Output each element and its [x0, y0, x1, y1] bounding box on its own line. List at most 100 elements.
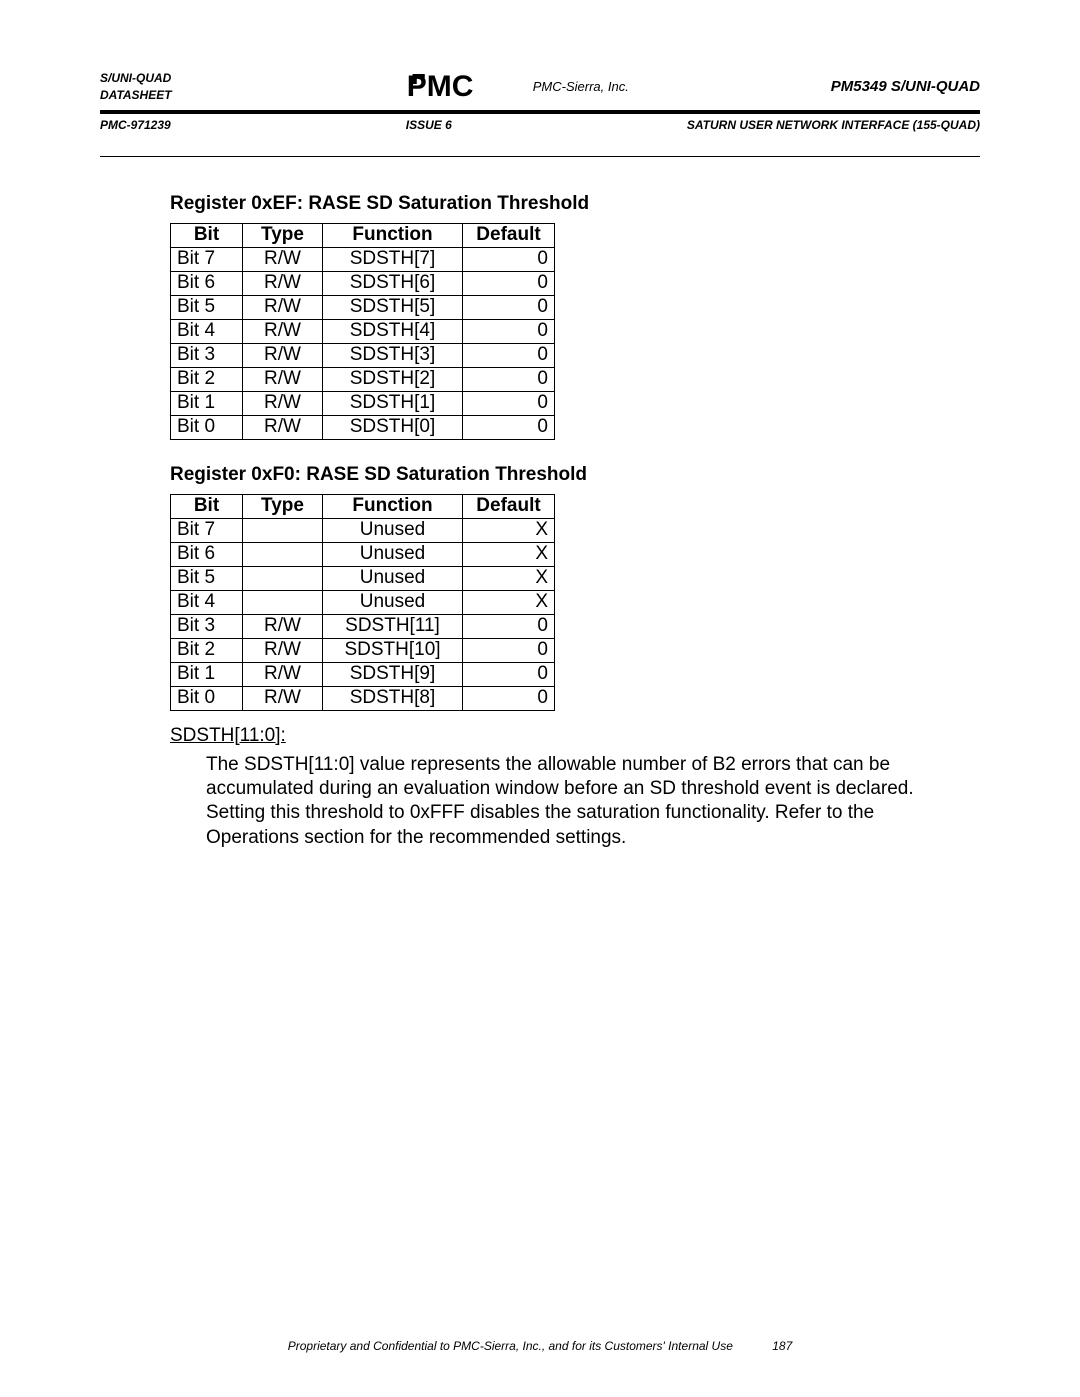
table-cell: 0	[463, 367, 555, 391]
register-table-1: Bit Type Function Default Bit 7UnusedXBi…	[170, 494, 555, 711]
table-cell: 0	[463, 271, 555, 295]
table-cell: Bit 6	[171, 542, 243, 566]
table-cell: 0	[463, 319, 555, 343]
table-cell: R/W	[243, 271, 323, 295]
col-header-default: Default	[463, 223, 555, 247]
table-cell: 0	[463, 662, 555, 686]
table-cell	[243, 566, 323, 590]
table-body-0: Bit 7R/WSDSTH[7]0Bit 6R/WSDSTH[6]0Bit 5R…	[171, 247, 555, 439]
page-number: 187	[772, 1339, 792, 1353]
table-header-row: Bit Type Function Default	[171, 223, 555, 247]
table-cell: R/W	[243, 367, 323, 391]
table-cell: Bit 2	[171, 367, 243, 391]
table-row: Bit 1R/WSDSTH[9]0	[171, 662, 555, 686]
table-cell: X	[463, 566, 555, 590]
table-cell: R/W	[243, 247, 323, 271]
table-cell: Bit 5	[171, 566, 243, 590]
table-cell: SDSTH[2]	[323, 367, 463, 391]
page-footer: Proprietary and Confidential to PMC-Sier…	[100, 1339, 980, 1353]
table-cell: 0	[463, 415, 555, 439]
table-body-1: Bit 7UnusedXBit 6UnusedXBit 5UnusedXBit …	[171, 518, 555, 710]
table-cell: Unused	[323, 518, 463, 542]
table-row: Bit 5 UnusedX	[171, 566, 555, 590]
table-cell: Bit 1	[171, 662, 243, 686]
table-row: Bit 3R/WSDSTH[11]0	[171, 614, 555, 638]
table-cell: X	[463, 518, 555, 542]
table-cell: SDSTH[6]	[323, 271, 463, 295]
table-cell: Bit 4	[171, 590, 243, 614]
table-cell: R/W	[243, 686, 323, 710]
table-cell	[243, 590, 323, 614]
table-cell: SDSTH[1]	[323, 391, 463, 415]
table-cell: 0	[463, 686, 555, 710]
col-header-function: Function	[323, 223, 463, 247]
table-cell: R/W	[243, 343, 323, 367]
table-row: Bit 1R/WSDSTH[1]0	[171, 391, 555, 415]
table-cell: R/W	[243, 614, 323, 638]
header-left-line1: S/UNI-QUAD	[100, 70, 172, 87]
table-cell: Bit 5	[171, 295, 243, 319]
table-header-row: Bit Type Function Default	[171, 494, 555, 518]
sub-right: SATURN USER NETWORK INTERFACE (155-QUAD)	[687, 118, 980, 132]
table-cell: X	[463, 542, 555, 566]
table-row: Bit 0R/WSDSTH[8]0	[171, 686, 555, 710]
thin-rule	[100, 156, 980, 157]
table-cell: R/W	[243, 415, 323, 439]
table-row: Bit 3R/WSDSTH[3]0	[171, 343, 555, 367]
col-header-function: Function	[323, 494, 463, 518]
table-cell: 0	[463, 343, 555, 367]
table-cell: Unused	[323, 590, 463, 614]
table-cell: R/W	[243, 662, 323, 686]
content-area: Register 0xEF: RASE SD Saturation Thresh…	[170, 193, 980, 850]
table-cell: Bit 0	[171, 686, 243, 710]
table-cell: R/W	[243, 295, 323, 319]
table-cell: 0	[463, 391, 555, 415]
table-cell: SDSTH[9]	[323, 662, 463, 686]
table-cell: R/W	[243, 391, 323, 415]
company-logo: PMC PMC-Sierra, Inc.	[407, 70, 629, 102]
table-cell: Bit 1	[171, 391, 243, 415]
table-row: Bit 4UnusedX	[171, 590, 555, 614]
col-header-type: Type	[243, 223, 323, 247]
table-cell: R/W	[243, 638, 323, 662]
table-cell: SDSTH[10]	[323, 638, 463, 662]
description-body: The SDSTH[11:0] value represents the all…	[206, 753, 926, 850]
table-row: Bit 4R/WSDSTH[4]0	[171, 319, 555, 343]
table-cell: Unused	[323, 566, 463, 590]
thick-rule	[100, 110, 980, 114]
table-cell: SDSTH[11]	[323, 614, 463, 638]
table-row: Bit 2R/WSDSTH[10]0	[171, 638, 555, 662]
table-cell: 0	[463, 614, 555, 638]
table-title-0: Register 0xEF: RASE SD Saturation Thresh…	[170, 193, 980, 215]
table-cell: Bit 2	[171, 638, 243, 662]
table-cell: Bit 6	[171, 271, 243, 295]
table-cell: SDSTH[4]	[323, 319, 463, 343]
header-left: S/UNI-QUAD DATASHEET	[100, 70, 172, 104]
col-header-default: Default	[463, 494, 555, 518]
table-cell: SDSTH[7]	[323, 247, 463, 271]
sub-header-row: PMC-971239 ISSUE 6 SATURN USER NETWORK I…	[100, 118, 980, 132]
table-row: Bit 2R/WSDSTH[2]0	[171, 367, 555, 391]
table-cell: 0	[463, 247, 555, 271]
sub-left: PMC-971239	[100, 118, 171, 132]
table-cell	[243, 518, 323, 542]
table-cell	[243, 542, 323, 566]
table-row: Bit 6 UnusedX	[171, 542, 555, 566]
table-cell: Bit 7	[171, 247, 243, 271]
table-cell: Bit 7	[171, 518, 243, 542]
header-left-line2: DATASHEET	[100, 87, 172, 104]
table-cell: Bit 4	[171, 319, 243, 343]
register-table-0: Bit Type Function Default Bit 7R/WSDSTH[…	[170, 223, 555, 440]
col-header-type: Type	[243, 494, 323, 518]
table-cell: Bit 3	[171, 343, 243, 367]
table-row: Bit 6R/WSDSTH[6]0	[171, 271, 555, 295]
table-cell: Unused	[323, 542, 463, 566]
footer-text: Proprietary and Confidential to PMC-Sier…	[288, 1339, 733, 1353]
sub-center: ISSUE 6	[406, 118, 452, 132]
table-cell: R/W	[243, 319, 323, 343]
table-cell: SDSTH[3]	[323, 343, 463, 367]
header-right: PM5349 S/UNI-QUAD	[831, 78, 980, 95]
table-cell: SDSTH[5]	[323, 295, 463, 319]
table-cell: Bit 3	[171, 614, 243, 638]
table-row: Bit 5R/WSDSTH[5]0	[171, 295, 555, 319]
